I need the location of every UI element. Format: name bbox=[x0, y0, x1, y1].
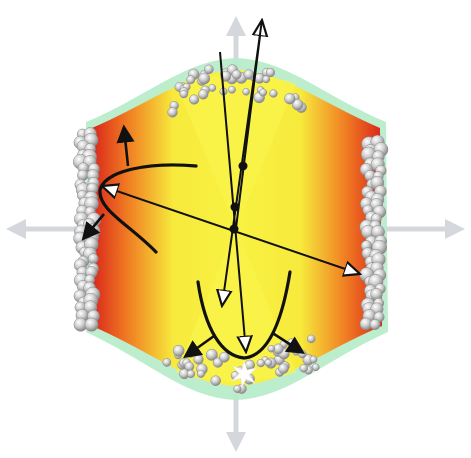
bead bbox=[291, 98, 304, 111]
bead bbox=[309, 355, 318, 364]
bead bbox=[284, 93, 296, 105]
bead-cluster-left bbox=[72, 127, 102, 332]
bead bbox=[198, 72, 211, 85]
bead bbox=[172, 344, 185, 357]
bead bbox=[233, 384, 242, 393]
bottom-parabola-arrow-right bbox=[273, 332, 306, 354]
bead bbox=[242, 88, 250, 96]
bead bbox=[259, 88, 268, 97]
star-burst-icon bbox=[231, 359, 257, 389]
bead bbox=[299, 364, 308, 373]
bottom-parabola bbox=[196, 270, 292, 360]
bead bbox=[205, 348, 218, 361]
bead bbox=[218, 351, 230, 363]
bead bbox=[269, 89, 278, 98]
bead bbox=[262, 75, 271, 84]
bead bbox=[162, 358, 172, 367]
bead bbox=[198, 89, 209, 100]
bead bbox=[184, 361, 195, 372]
bead bbox=[167, 107, 178, 118]
bead bbox=[196, 369, 205, 378]
bead bbox=[189, 94, 200, 105]
bead bbox=[306, 334, 316, 344]
bead bbox=[265, 67, 276, 78]
bead bbox=[204, 64, 214, 75]
bead bbox=[186, 369, 196, 379]
joint-point-middle bbox=[230, 202, 240, 212]
bead bbox=[264, 358, 273, 367]
bead bbox=[210, 375, 221, 386]
bead bbox=[311, 363, 320, 372]
bottom-parabola-arrow-left bbox=[183, 334, 215, 359]
bead bbox=[267, 344, 276, 353]
bead-cluster-top bbox=[167, 64, 307, 118]
bead bbox=[278, 363, 289, 374]
bead bbox=[186, 75, 196, 85]
bead bbox=[256, 358, 265, 368]
bead bbox=[84, 317, 99, 332]
joint-point-upper bbox=[238, 161, 248, 171]
bead bbox=[179, 89, 189, 99]
bead bbox=[231, 69, 242, 80]
bead bbox=[227, 85, 236, 94]
bead bbox=[243, 69, 254, 80]
left-parabola-arrow-up bbox=[116, 124, 135, 167]
bead bbox=[193, 354, 204, 365]
bead bbox=[87, 253, 99, 265]
bead-cluster-right bbox=[359, 134, 389, 331]
bead bbox=[369, 319, 381, 330]
joint-point-center bbox=[229, 224, 239, 234]
vector-down-b bbox=[219, 51, 246, 352]
